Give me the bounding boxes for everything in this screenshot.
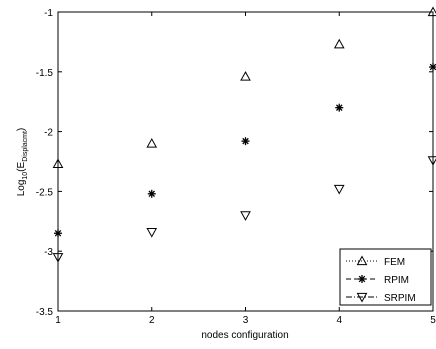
x-axis: 1 2 3 4 5 — [55, 12, 436, 326]
legend-box — [339, 248, 432, 306]
y-tick-label: -3 — [44, 247, 53, 258]
srpim-point — [240, 211, 251, 221]
legend-marker — [356, 292, 368, 303]
srpim-point — [427, 156, 436, 166]
series-fem — [52, 6, 436, 168]
legend: FEM RPIM SRPIM — [339, 248, 432, 306]
x-tick-label: 5 — [430, 315, 436, 326]
srpim-point — [333, 184, 345, 195]
fem-point — [146, 138, 158, 148]
data-marks — [52, 6, 436, 263]
y-tick-label: -2 — [44, 128, 53, 139]
legend-marker — [356, 255, 368, 266]
y-tick-label: -1 — [44, 8, 53, 19]
x-tick-label: 2 — [149, 315, 155, 326]
series-srpim — [52, 156, 436, 263]
rpim-point — [335, 103, 344, 112]
fem-point — [333, 38, 345, 49]
srpim-point — [52, 253, 64, 263]
y-label-sub2: Displacmt — [22, 131, 29, 162]
legend-item-srpim: SRPIM — [346, 292, 416, 304]
rpim-point — [54, 229, 62, 238]
y-label-main: Log — [16, 180, 27, 197]
fem-point — [52, 158, 64, 168]
legend-item-fem: FEM — [346, 255, 405, 268]
svg-text:Log10(EDisplacmt): Log10(EDisplacmt) — [16, 128, 29, 197]
y-tick-label: -1.5 — [36, 68, 54, 79]
legend-items: FEM RPIM SRPIM — [346, 255, 416, 304]
legend-label: RPIM — [384, 275, 409, 286]
rpim-point — [241, 137, 250, 146]
y-label-sub: 10 — [22, 172, 29, 180]
x-tick-label: 4 — [336, 315, 342, 326]
fem-point — [427, 6, 436, 17]
x-tick-label: 1 — [55, 315, 61, 326]
legend-label: SRPIM — [384, 293, 416, 304]
y-tick-label: -3.5 — [36, 307, 54, 318]
legend-item-rpim: RPIM — [346, 275, 409, 286]
series-rpim — [54, 63, 436, 238]
y-axis-label: Log10(EDisplacmt) — [16, 128, 29, 197]
y-label-rest: (E — [16, 161, 27, 171]
rpim-point — [429, 63, 436, 72]
y-axis: -1 -1.5 -2 -2.5 -3 -3.5 — [36, 8, 433, 318]
legend-label: FEM — [384, 257, 405, 268]
y-label-end: ) — [16, 128, 27, 131]
x-tick-label: 3 — [243, 315, 249, 326]
y-tick-label: -2.5 — [36, 187, 54, 198]
legend-marker — [358, 275, 366, 283]
rpim-point — [147, 189, 156, 198]
srpim-point — [146, 227, 158, 238]
fem-point — [240, 71, 251, 81]
x-axis-label: nodes configuration — [201, 330, 288, 341]
